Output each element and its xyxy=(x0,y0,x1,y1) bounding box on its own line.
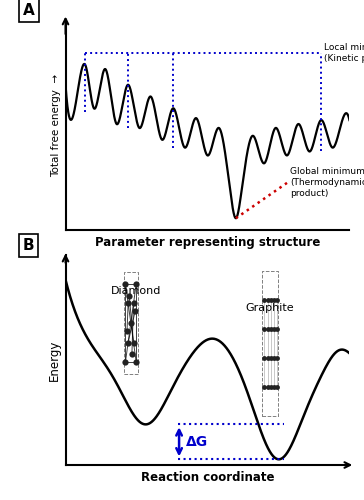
Text: Local minima
(Kinetic products): Local minima (Kinetic products) xyxy=(324,44,364,64)
Text: Graphite: Graphite xyxy=(246,302,294,312)
Text: ΔG: ΔG xyxy=(186,435,208,449)
Y-axis label: Energy: Energy xyxy=(48,340,62,380)
Text: B: B xyxy=(23,238,35,253)
X-axis label: Reaction coordinate: Reaction coordinate xyxy=(141,470,274,484)
Text: A: A xyxy=(23,3,35,18)
X-axis label: Parameter representing structure: Parameter representing structure xyxy=(95,236,320,248)
Text: Diamond: Diamond xyxy=(111,286,162,296)
Text: Global minimum
(Thermodynamic
product): Global minimum (Thermodynamic product) xyxy=(290,168,364,198)
Y-axis label: Total free energy  →: Total free energy → xyxy=(51,74,62,176)
